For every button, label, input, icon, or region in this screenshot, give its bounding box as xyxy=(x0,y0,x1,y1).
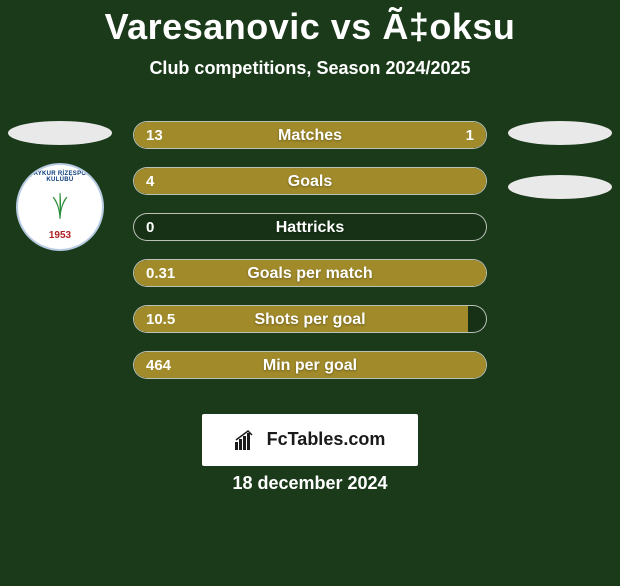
stat-bar-label: Hattricks xyxy=(134,214,486,241)
source-logo-box: FcTables.com xyxy=(202,414,418,466)
date-text: 18 december 2024 xyxy=(0,473,620,494)
stat-bar-value-left: 0 xyxy=(146,214,154,241)
stat-bar-value-left: 10.5 xyxy=(146,306,175,333)
badge-club-name: ÇAYKUR RİZESPOR KULÜBÜ xyxy=(18,171,102,183)
stat-bar-row: Matches13 1 xyxy=(133,121,487,149)
stat-bar-row: Hattricks0 xyxy=(133,213,487,241)
player-left-photo-placeholder xyxy=(8,121,112,145)
stat-bar-row: Shots per goal10.5 xyxy=(133,305,487,333)
stat-bar-label: Goals per match xyxy=(134,260,486,287)
player-left-column: ÇAYKUR RİZESPOR KULÜBÜ 1953 xyxy=(8,121,112,251)
stat-bar-label: Matches xyxy=(134,122,486,149)
player-right-photo-placeholder xyxy=(508,121,612,145)
stat-bar-row: Goals per match0.31 xyxy=(133,259,487,287)
stat-bar-value-left: 464 xyxy=(146,352,171,379)
tea-leaf-icon xyxy=(43,189,77,223)
stat-bars: Matches13 1 Goals4 Hattricks0 Goals per matc… xyxy=(133,121,487,397)
stat-bar-value-left: 4 xyxy=(146,168,154,195)
source-logo-text: FcTables.com xyxy=(267,429,386,450)
player-right-club-placeholder xyxy=(508,175,612,199)
player-left-club-badge: ÇAYKUR RİZESPOR KULÜBÜ 1953 xyxy=(16,163,104,251)
player-right-column xyxy=(508,121,612,199)
stat-bar-row: Goals4 xyxy=(133,167,487,195)
stat-bar-label: Shots per goal xyxy=(134,306,486,333)
stat-bar-value-left: 0.31 xyxy=(146,260,175,287)
stat-bar-label: Min per goal xyxy=(134,352,486,379)
page-title: Varesanovic vs Ã‡oksu xyxy=(0,6,620,48)
stat-bar-value-left: 13 xyxy=(146,122,163,149)
subtitle: Club competitions, Season 2024/2025 xyxy=(0,58,620,79)
fctables-icon xyxy=(235,430,261,450)
stat-bar-row: Min per goal464 xyxy=(133,351,487,379)
badge-year: 1953 xyxy=(18,230,102,241)
stat-bar-value-right: 1 xyxy=(466,122,474,149)
stat-bar-label: Goals xyxy=(134,168,486,195)
